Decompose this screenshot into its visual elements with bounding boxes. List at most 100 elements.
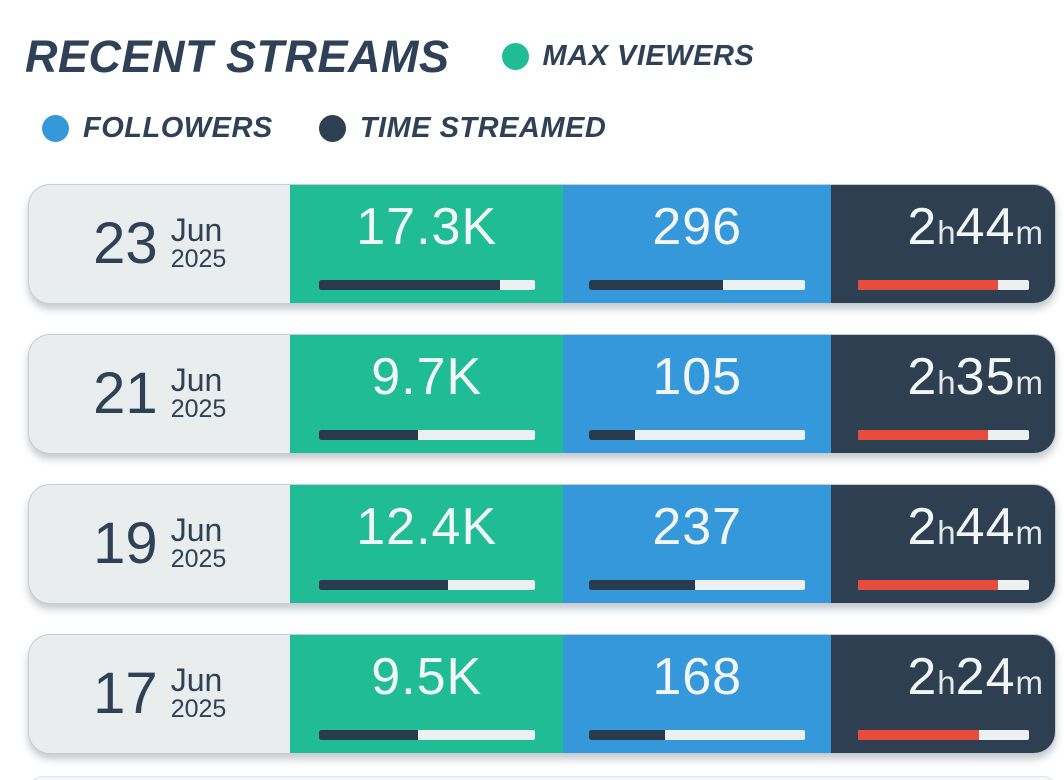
time-streamed-bar-fill <box>857 730 980 740</box>
max-viewers-value: 9.5K <box>371 648 483 706</box>
stream-row[interactable]: 19 Jun 2025 12.4K 237 2h44m <box>28 484 1056 604</box>
followers-value: 168 <box>652 648 743 706</box>
minutes-unit: m <box>1015 214 1044 251</box>
time-streamed-dot-icon <box>318 115 346 142</box>
time-streamed-bar <box>857 280 1029 290</box>
max-viewers-bar-fill <box>318 580 449 590</box>
stream-month: Jun <box>170 662 223 699</box>
max-viewers-cell: 9.7K <box>290 335 563 453</box>
followers-cell: 168 <box>562 635 832 753</box>
stream-month: Jun <box>170 512 223 549</box>
max-viewers-bar <box>318 730 535 740</box>
time-minutes: 44 <box>955 198 1016 256</box>
time-streamed-cell: 2h35m <box>831 335 1055 453</box>
header: RECENT STREAMS MAX VIEWERS <box>25 32 754 82</box>
followers-cell: 296 <box>562 185 832 303</box>
max-viewers-value: 9.7K <box>371 348 483 406</box>
stream-row[interactable]: 23 Jun 2025 17.3K 296 2h44m <box>28 184 1056 304</box>
legend-row: FOLLOWERS TIME STREAMED <box>42 112 606 145</box>
stream-date-cell: 21 Jun 2025 <box>29 335 291 453</box>
stream-row[interactable]: 21 Jun 2025 9.7K 105 2h35m <box>28 334 1056 454</box>
time-streamed-bar <box>857 730 1029 740</box>
stream-date-cell: 23 Jun 2025 <box>29 185 291 303</box>
time-streamed-cell: 2h44m <box>831 485 1055 603</box>
next-stream-row-partial[interactable] <box>30 776 1056 780</box>
followers-value: 105 <box>652 348 743 406</box>
max-viewers-cell: 12.4K <box>290 485 563 603</box>
legend-label-max-viewers: MAX VIEWERS <box>542 40 755 73</box>
stream-year: 2025 <box>170 245 227 274</box>
max-viewers-cell: 9.5K <box>290 635 563 753</box>
page-title: RECENT STREAMS <box>25 31 450 82</box>
time-streamed-bar <box>857 580 1029 590</box>
max-viewers-bar-fill <box>318 730 419 740</box>
stream-row[interactable]: 17 Jun 2025 9.5K 168 2h24m <box>28 634 1056 754</box>
time-hours: 2 <box>907 198 938 256</box>
legend-item-followers: FOLLOWERS <box>42 112 273 145</box>
time-streamed-value: 2h35m <box>907 348 1055 406</box>
followers-cell: 237 <box>562 485 832 603</box>
hours-unit: h <box>937 364 956 401</box>
time-streamed-bar-fill <box>857 280 998 290</box>
stream-year: 2025 <box>170 395 227 424</box>
max-viewers-bar <box>318 580 535 590</box>
hours-unit: h <box>937 214 956 251</box>
time-streamed-value: 2h44m <box>907 198 1055 256</box>
time-hours: 2 <box>907 348 938 406</box>
stream-date-cell: 19 Jun 2025 <box>29 485 291 603</box>
time-minutes: 24 <box>955 648 1016 706</box>
stream-month-year: Jun 2025 <box>171 364 227 424</box>
time-hours: 2 <box>907 648 938 706</box>
stream-list: 23 Jun 2025 17.3K 296 2h44m <box>28 184 1056 780</box>
time-streamed-bar-fill <box>857 430 988 440</box>
stream-day: 17 <box>93 661 158 726</box>
max-viewers-bar-fill <box>318 280 501 290</box>
max-viewers-value: 12.4K <box>356 498 498 556</box>
stream-day: 21 <box>93 361 158 426</box>
stream-month-year: Jun 2025 <box>171 664 227 724</box>
time-hours: 2 <box>907 498 938 556</box>
followers-bar <box>589 580 806 590</box>
minutes-unit: m <box>1015 514 1044 551</box>
minutes-unit: m <box>1015 364 1044 401</box>
stream-month: Jun <box>170 212 223 249</box>
stream-month-year: Jun 2025 <box>171 514 227 574</box>
followers-cell: 105 <box>562 335 832 453</box>
time-streamed-value: 2h44m <box>907 498 1055 556</box>
minutes-unit: m <box>1015 664 1044 701</box>
max-viewers-bar-fill <box>318 430 419 440</box>
followers-bar-fill <box>589 730 665 740</box>
legend-item-max-viewers: MAX VIEWERS <box>501 40 755 73</box>
followers-dot-icon <box>42 115 69 142</box>
stream-month: Jun <box>170 362 223 399</box>
max-viewers-bar <box>318 430 535 440</box>
stream-year: 2025 <box>170 545 227 574</box>
hours-unit: h <box>937 514 956 551</box>
time-minutes: 35 <box>955 348 1016 406</box>
time-streamed-value: 2h24m <box>907 648 1055 706</box>
time-streamed-bar <box>857 430 1029 440</box>
time-streamed-cell: 2h24m <box>831 635 1055 753</box>
followers-bar-fill <box>589 430 635 440</box>
stream-month-year: Jun 2025 <box>171 214 227 274</box>
followers-value: 296 <box>652 198 743 256</box>
followers-bar <box>589 280 806 290</box>
followers-bar-fill <box>589 580 696 590</box>
stream-day: 19 <box>93 511 158 576</box>
max-viewers-cell: 17.3K <box>290 185 563 303</box>
followers-value: 237 <box>652 498 743 556</box>
followers-bar-fill <box>589 280 724 290</box>
hours-unit: h <box>937 664 956 701</box>
legend-item-time-streamed: TIME STREAMED <box>318 112 607 145</box>
max-viewers-dot-icon <box>501 43 529 71</box>
time-streamed-cell: 2h44m <box>831 185 1055 303</box>
legend-label-time-streamed: TIME STREAMED <box>359 112 607 144</box>
time-minutes: 44 <box>955 498 1016 556</box>
time-streamed-bar-fill <box>857 580 998 590</box>
stream-date-cell: 17 Jun 2025 <box>29 635 291 753</box>
stream-year: 2025 <box>170 695 227 724</box>
max-viewers-value: 17.3K <box>356 198 498 256</box>
followers-bar <box>589 730 806 740</box>
max-viewers-bar <box>318 280 535 290</box>
